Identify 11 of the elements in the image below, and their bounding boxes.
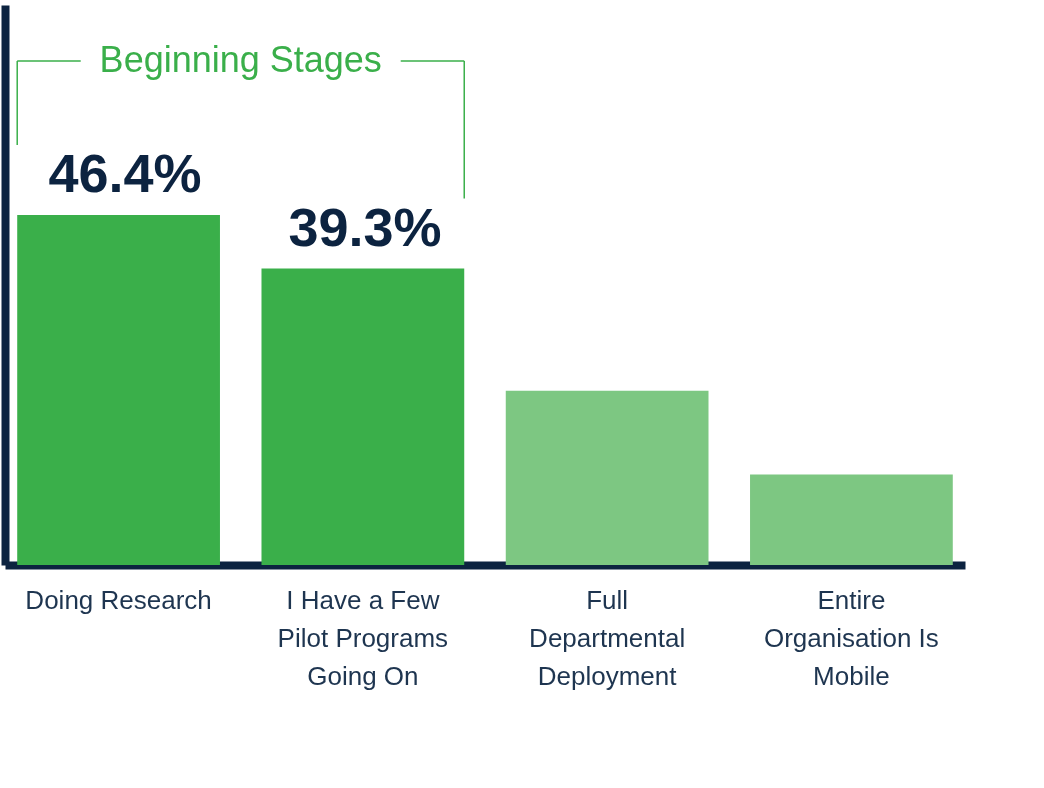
x-tick-label: Entire Organisation Is Mobile [763,584,939,691]
bar [261,268,465,565]
bar [17,215,220,565]
bar [750,474,953,565]
bar [505,390,709,565]
x-tick-label: Doing Research [25,584,212,615]
data-label: 39.3% [288,196,442,257]
x-tick-label: Full Departmental Deployment [529,584,686,691]
x-tick-label: I Have a Few Pilot Programs Going On [277,584,449,691]
text: Beginning Stages [99,39,382,80]
data-label: 46.4% [48,143,202,203]
